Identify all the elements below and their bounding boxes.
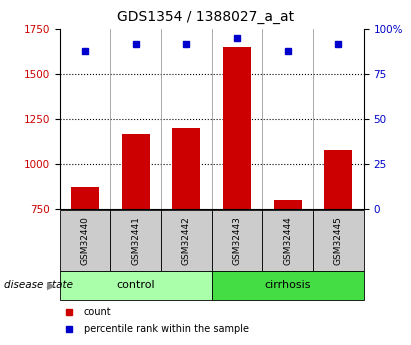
Bar <box>110 210 161 271</box>
Bar <box>60 210 110 271</box>
Bar <box>161 210 212 271</box>
Bar <box>324 150 352 209</box>
Text: count: count <box>84 307 111 317</box>
Text: GSM32443: GSM32443 <box>233 216 242 265</box>
Text: ▶: ▶ <box>47 280 55 290</box>
Bar <box>122 134 150 209</box>
Bar <box>172 128 200 209</box>
Bar <box>71 187 99 209</box>
Text: percentile rank within the sample: percentile rank within the sample <box>84 325 249 334</box>
Text: GSM32444: GSM32444 <box>283 216 292 265</box>
Text: GDS1354 / 1388027_a_at: GDS1354 / 1388027_a_at <box>117 10 294 24</box>
Text: GSM32445: GSM32445 <box>334 216 343 265</box>
Bar <box>60 271 212 300</box>
Bar <box>212 271 364 300</box>
Bar <box>223 47 251 209</box>
Text: GSM32440: GSM32440 <box>81 216 90 265</box>
Text: GSM32441: GSM32441 <box>131 216 140 265</box>
Text: cirrhosis: cirrhosis <box>264 280 311 290</box>
Bar <box>313 210 364 271</box>
Text: control: control <box>116 280 155 290</box>
Bar <box>262 210 313 271</box>
Text: GSM32442: GSM32442 <box>182 216 191 265</box>
Bar <box>212 210 262 271</box>
Text: disease state: disease state <box>4 280 73 290</box>
Bar <box>274 200 302 209</box>
